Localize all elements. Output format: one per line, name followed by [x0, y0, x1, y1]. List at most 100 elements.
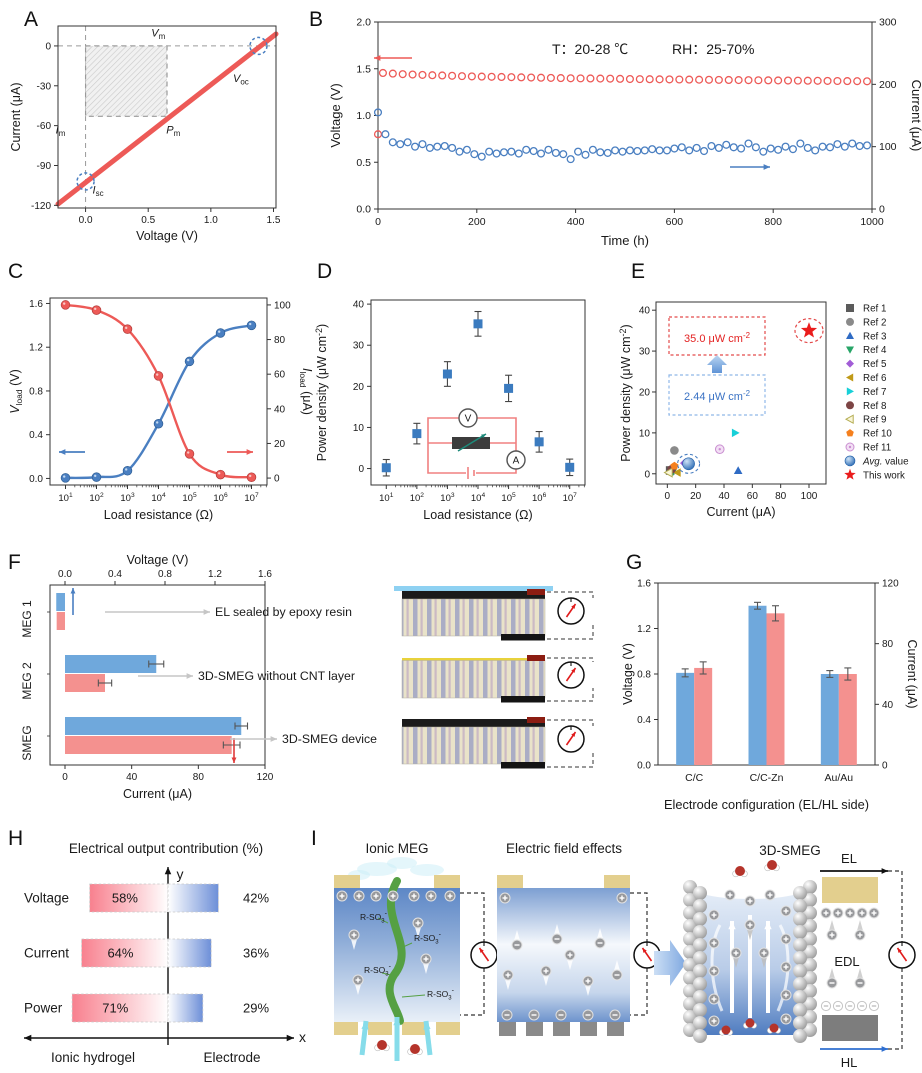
title-ionic-meg: Ionic MEG [365, 841, 428, 856]
svg-text:80: 80 [274, 335, 286, 346]
electrode-pct-0: 42% [243, 891, 269, 906]
max-power-rectangle [84, 45, 168, 117]
legend-label: Avg. value [862, 456, 909, 467]
svg-text:0.0: 0.0 [58, 569, 72, 580]
svg-text:0.0: 0.0 [637, 761, 651, 772]
cnt-layer [402, 719, 545, 727]
epoxy-seal-layer [394, 586, 553, 591]
y-axis-label: Current (μA) [9, 82, 23, 151]
svg-text:10: 10 [639, 428, 651, 439]
panel-label-g: G [626, 551, 643, 574]
y-axis-label: y [177, 866, 184, 882]
annotation-Vm: Vm [151, 28, 165, 42]
top-line [402, 658, 545, 661]
polymer-chain [385, 877, 406, 1025]
panel-b-stability-chart: 0 200 400 600 800 1000 0.0 0.5 1.0 1.5 2.0 0 100 200 3… [328, 17, 922, 249]
svg-text:-30: -30 [37, 81, 52, 92]
svg-text:20: 20 [639, 387, 651, 398]
panel-h-contribution-diagram: Electrical output contribution (%) y x Volt… [24, 841, 306, 1065]
hydrogel-bar-1 [81, 938, 169, 968]
power-series [381, 310, 575, 477]
svg-text:120: 120 [882, 579, 899, 590]
highlight-circle [249, 36, 268, 56]
svg-text:40: 40 [882, 700, 894, 711]
legend-label: Ref 7 [863, 387, 886, 398]
svg-text:20: 20 [274, 439, 286, 450]
bottom-contact [501, 696, 545, 703]
panel-label-b: B [309, 8, 324, 31]
annotation-Voc: Voc [233, 73, 249, 87]
current-series [373, 108, 872, 164]
svg-text:30: 30 [353, 341, 365, 352]
panel-a-plot: 0.0 0.5 1.0 1.5 0 -30 -60 -90 -120 Voltage (V) Cur… [9, 25, 281, 243]
svg-text:A: A [513, 456, 520, 467]
reference-points [663, 318, 824, 478]
annotation-Im: Im [56, 125, 66, 139]
chain-label: R-SO3- [427, 988, 455, 1002]
plot-frame [49, 584, 266, 766]
note-2: 3D-SMEG device [282, 732, 377, 746]
svg-text:40: 40 [126, 772, 138, 783]
legend-label: Ref 5 [863, 359, 887, 370]
current-bar-2 [65, 736, 232, 754]
row-label-1: Current [24, 946, 69, 961]
category-label-1: C/C-Zn [750, 772, 784, 784]
voltage-series [373, 68, 872, 139]
smeg-diagram [683, 860, 817, 1043]
voltage-bar-0 [56, 593, 65, 611]
svg-text:40: 40 [353, 300, 365, 311]
panel-f-plot: 0.0 0.4 0.8 1.2 1.6 0 40 80 120 Voltage (V) Curren… [20, 553, 377, 801]
electrode-bar-2 [167, 993, 204, 1023]
legend-label: Ref 3 [863, 331, 887, 342]
x-axis-label: Load resistance (Ω) [104, 508, 213, 522]
svg-text:0.0: 0.0 [356, 204, 371, 216]
svg-text:101: 101 [58, 492, 73, 504]
el-label: EL [841, 851, 857, 866]
legend-label: Ref 2 [863, 317, 886, 328]
svg-text:0: 0 [644, 469, 650, 480]
chain-label: R-SO3- [360, 911, 388, 925]
top-contact [527, 589, 545, 595]
left-group-label: Ionic hydrogel [51, 1050, 135, 1065]
svg-text:107: 107 [563, 492, 578, 504]
legend-label: Ref 4 [863, 345, 887, 356]
current-bar-0 [56, 612, 65, 630]
current-bar-0 [694, 667, 713, 765]
right-axis-label: Current (μA) [909, 80, 922, 152]
svg-text:105: 105 [182, 492, 197, 504]
hydrogel-pct-2: 71% [102, 1001, 128, 1016]
circuit-inset: VA [427, 408, 526, 479]
svg-text:0: 0 [45, 41, 51, 52]
panel-d-power-density-chart: 101 102 103 104 105 106 107 0 10 20 30 40 Load resis… [314, 299, 586, 522]
svg-text:103: 103 [120, 492, 135, 504]
svg-text:20: 20 [353, 382, 365, 393]
category-label-2: Au/Au [825, 772, 854, 784]
note-1: 3D-SMEG without CNT layer [198, 669, 355, 683]
voltage-bar-2 [820, 674, 839, 765]
right-group-label: Electrode [203, 1050, 260, 1065]
bottom-axis-label: Current (μA) [123, 787, 192, 801]
svg-text:0.4: 0.4 [108, 569, 122, 580]
legend-label: Ref 10 [863, 429, 892, 440]
svg-text:106: 106 [213, 492, 228, 504]
device-image-2 [401, 717, 594, 769]
category-label-2: SMEG [20, 725, 34, 760]
voltage-bar-1 [748, 605, 767, 765]
svg-text:0.5: 0.5 [141, 215, 155, 226]
category-label-0: MEG 1 [20, 600, 34, 638]
svg-text:1.2: 1.2 [637, 624, 651, 635]
svg-text:0.0: 0.0 [79, 215, 93, 226]
category-label-1: MEG 2 [20, 662, 34, 700]
humidity-annotation: RH：25-70% [672, 41, 754, 57]
temperature-annotation: T：20-28 ℃ [552, 41, 628, 57]
svg-text:0: 0 [879, 204, 885, 216]
right-axis-label: Iload (μA) [298, 368, 314, 415]
current-bar-2 [838, 674, 857, 765]
svg-text:0: 0 [358, 464, 364, 475]
plot-frame [57, 25, 277, 209]
hydrogel-pct-1: 64% [107, 946, 133, 961]
bottom-contact [501, 762, 545, 769]
legend-label: This work [863, 470, 905, 481]
svg-text:200: 200 [879, 79, 897, 91]
svg-text:-60: -60 [37, 121, 52, 132]
